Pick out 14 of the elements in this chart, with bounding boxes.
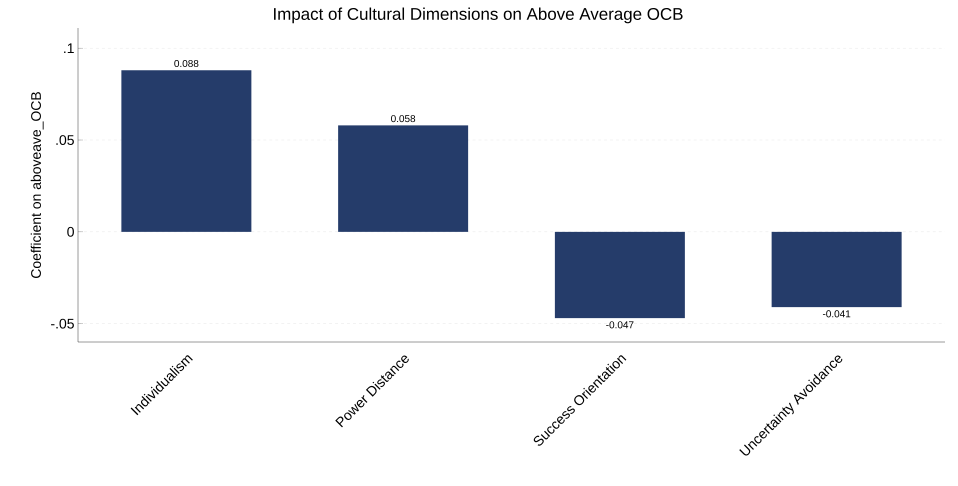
y-axis-title: Coefficient on aboveave_OCB <box>30 92 44 278</box>
data-label: -0.041 <box>822 310 850 318</box>
y-tick-label: .1 <box>64 43 74 53</box>
data-label: 0.088 <box>174 60 198 68</box>
chart-title: Impact of Cultural Dimensions on Above Average OCB <box>274 8 683 24</box>
y-tick-label: -.05 <box>51 318 74 329</box>
bar <box>772 232 902 308</box>
bar <box>121 70 252 232</box>
y-tick-label: 0 <box>67 226 74 237</box>
data-label: -0.047 <box>606 321 634 328</box>
bar <box>554 232 685 318</box>
y-tick-label: .05 <box>56 135 74 145</box>
bar <box>338 125 468 232</box>
data-label: 0.058 <box>391 115 416 122</box>
